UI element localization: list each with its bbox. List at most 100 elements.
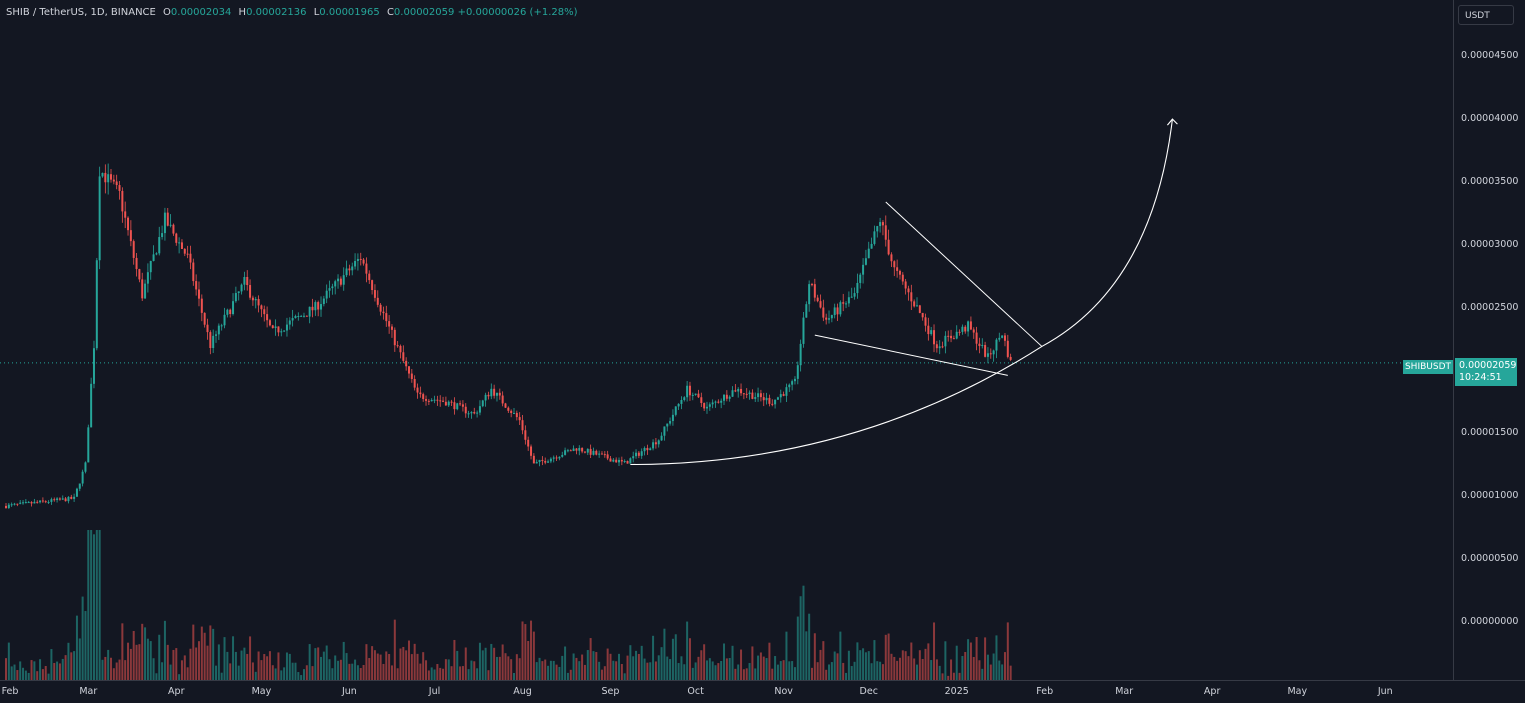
volume-bar xyxy=(663,628,666,680)
candle-body xyxy=(172,224,175,234)
candle-body xyxy=(720,400,723,403)
volume-bar xyxy=(362,665,365,680)
volume-bar xyxy=(493,647,496,680)
candle-body xyxy=(697,393,700,398)
volume-bar xyxy=(220,672,223,680)
candle-body xyxy=(703,403,706,409)
candle-body xyxy=(490,388,493,397)
candle-body xyxy=(146,272,149,284)
volume-bar xyxy=(757,655,760,680)
volume-bar xyxy=(805,631,808,680)
candle-body xyxy=(881,222,884,226)
candle-body xyxy=(1009,356,1012,360)
open-value: 0.00002034 xyxy=(170,7,232,18)
candle-body xyxy=(354,260,357,267)
volume-bar xyxy=(995,635,998,680)
candle-body xyxy=(212,335,215,349)
candle-body xyxy=(325,290,328,299)
time-tick-label: Feb xyxy=(1,686,19,697)
volume-bar xyxy=(135,644,138,680)
volume-bar xyxy=(297,672,300,680)
candle-body xyxy=(50,499,53,502)
volume-bar xyxy=(348,663,351,680)
candle-body xyxy=(470,412,473,414)
candle-body xyxy=(731,390,734,397)
currency-button[interactable]: USDT xyxy=(1458,5,1514,25)
candle-body xyxy=(129,230,132,242)
open-label: O xyxy=(163,7,171,18)
volume-bar xyxy=(907,656,910,680)
candle-body xyxy=(121,190,124,212)
volume-bar xyxy=(302,669,305,680)
candle-body xyxy=(938,346,941,349)
symbol-title[interactable]: SHIB / TetherUS, 1D, BINANCE xyxy=(6,7,156,18)
candle-body xyxy=(101,172,104,177)
candle-body xyxy=(220,325,223,327)
candle-body xyxy=(229,309,232,315)
candle-body xyxy=(232,301,235,315)
candle-body xyxy=(513,412,516,414)
candle-body xyxy=(975,332,978,344)
candle-body xyxy=(484,394,487,401)
volume-bar xyxy=(572,653,575,680)
volume-bar xyxy=(33,661,36,680)
volume-bar xyxy=(915,664,918,680)
volume-bar xyxy=(450,666,453,680)
candle-body xyxy=(816,297,819,302)
high-label: H xyxy=(238,7,247,18)
volume-bar xyxy=(788,661,791,680)
volume-bar xyxy=(427,670,430,680)
volume-bar xyxy=(356,665,359,680)
candle-body xyxy=(771,403,774,405)
volume-bar xyxy=(708,658,711,680)
volume-bar xyxy=(95,530,98,680)
volume-bar xyxy=(839,631,842,680)
candle-body xyxy=(995,339,998,351)
time-tick-label: Apr xyxy=(1203,686,1221,697)
volume-bar xyxy=(859,650,862,680)
volume-bar xyxy=(118,659,121,680)
volume-bar xyxy=(595,652,598,680)
volume-bar xyxy=(1009,665,1012,680)
volume-bar xyxy=(206,645,209,680)
candle-body xyxy=(390,326,393,330)
candle-body xyxy=(337,278,340,282)
volume-bar xyxy=(793,667,796,680)
time-tick-label: Sep xyxy=(601,686,620,697)
volume-bar xyxy=(158,634,161,680)
volume-bar xyxy=(388,653,391,680)
volume-bar xyxy=(989,664,992,680)
candle-body xyxy=(254,298,257,301)
candle-body xyxy=(555,457,558,459)
volume-bar xyxy=(998,660,1001,680)
volume-bar xyxy=(802,585,805,680)
volume-bar xyxy=(507,656,510,680)
volume-bar xyxy=(197,641,200,680)
candle-body xyxy=(674,406,677,415)
volume-bar xyxy=(371,646,374,680)
candle-body xyxy=(180,242,183,249)
candle-body xyxy=(107,174,110,183)
candle-body xyxy=(635,452,638,457)
candle-body xyxy=(317,302,320,310)
candle-body xyxy=(904,281,907,289)
candle-body xyxy=(447,401,450,406)
candle-body xyxy=(890,254,893,262)
volume-bar xyxy=(910,642,913,680)
volume-bar xyxy=(700,650,703,680)
candle-body xyxy=(371,280,374,291)
volume-bar xyxy=(904,651,907,680)
candle-body xyxy=(967,321,970,332)
volume-bar xyxy=(413,643,416,680)
candle-body xyxy=(81,471,84,484)
candle-body xyxy=(192,262,195,282)
candle-body xyxy=(686,385,689,398)
volume-bar xyxy=(456,650,459,680)
volume-bar xyxy=(379,654,382,680)
candle-body xyxy=(654,442,657,445)
candle-body xyxy=(847,297,850,304)
candle-body xyxy=(700,397,703,404)
candle-body xyxy=(257,298,260,306)
volume-bar xyxy=(90,530,93,680)
